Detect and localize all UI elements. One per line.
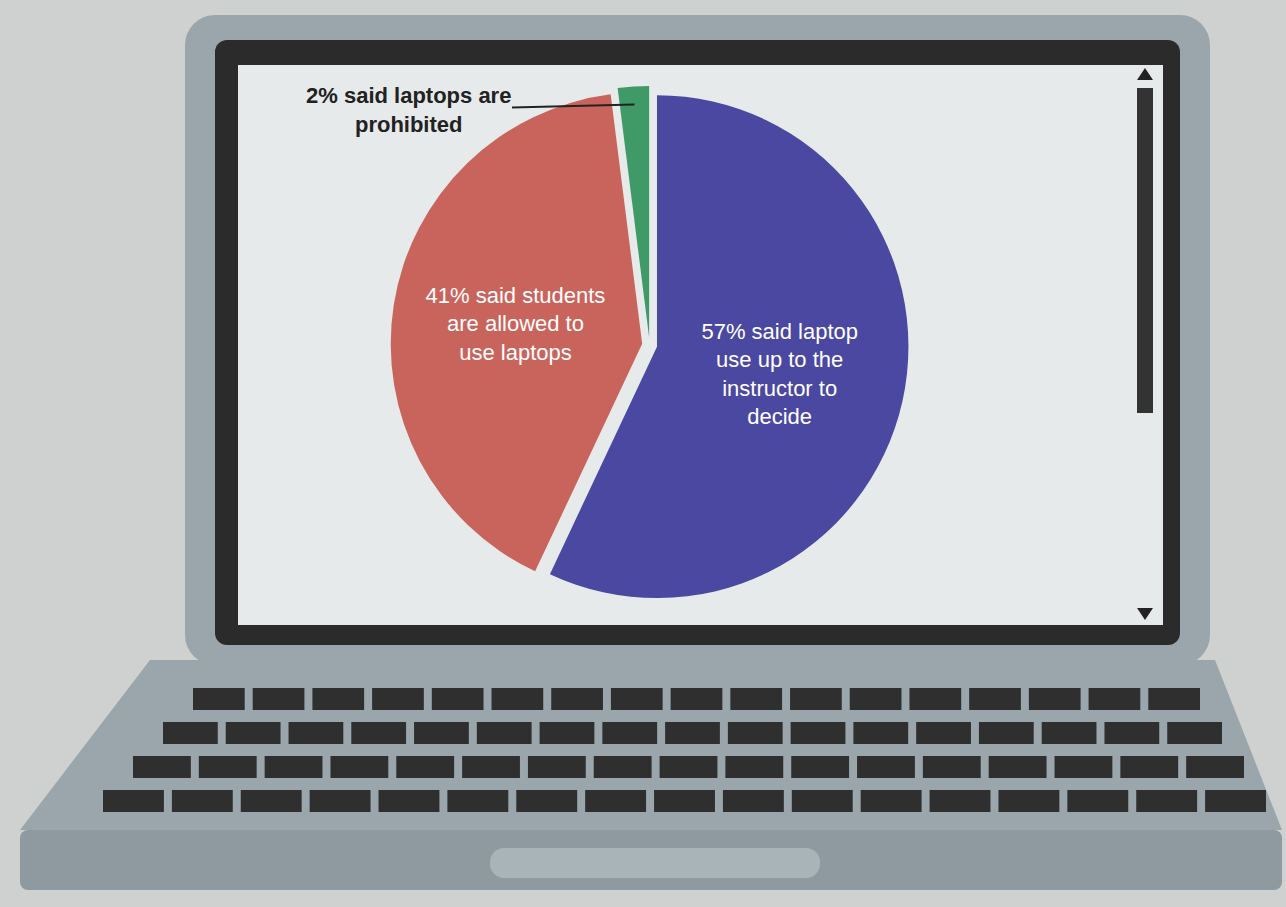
svg-text:57% said laptopuse up to thein: 57% said laptopuse up to theinstructor t… <box>701 319 858 430</box>
svg-text:2% said laptops areprohibited: 2% said laptops areprohibited <box>306 83 511 137</box>
svg-text:41% said studentsare allowed t: 41% said studentsare allowed touse lapto… <box>426 283 606 365</box>
